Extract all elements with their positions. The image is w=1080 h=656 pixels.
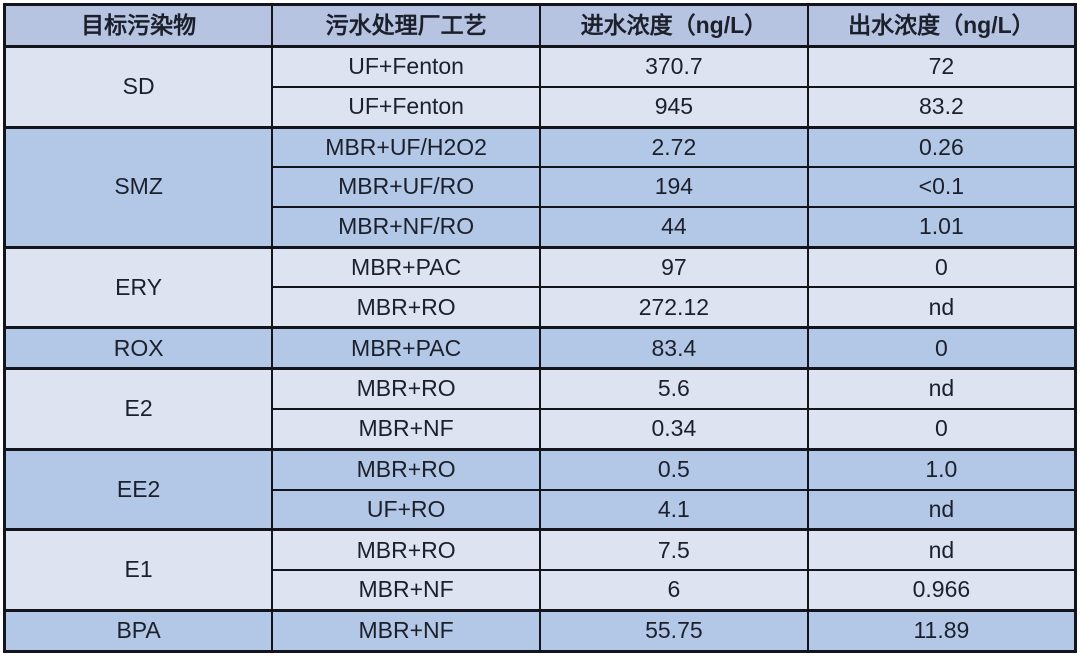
table-row: MBR+RO 272.12 nd	[5, 286, 1077, 329]
influent-cell: 97	[539, 245, 809, 289]
table-row: SMZ MBR+UF/H2O2 2.72 0.26	[3, 125, 1077, 249]
influent-cell: 2.72	[539, 125, 809, 169]
table-row: MBR+NF 0.34 0	[5, 408, 1077, 451]
process-cell: MBR+RO	[271, 528, 541, 572]
influent-cell: 7.5	[539, 528, 809, 572]
process-cell: MBR+PAC	[271, 245, 541, 289]
table-row: UF+Fenton 945 83.2	[5, 85, 1077, 129]
influent-cell: 0.34	[539, 408, 809, 451]
effluent-cell: 11.89	[806, 608, 1077, 653]
pollutant-cell: E1	[3, 528, 274, 612]
table-row: MBR+NF/RO 44 1.01	[5, 205, 1077, 249]
column-header-pollutant: 目标污染物	[3, 3, 274, 48]
effluent-cell: 0	[806, 326, 1077, 370]
table-row: UF+RO 4.1 nd	[5, 488, 1077, 531]
table-row: E1 MBR+RO 7.5 nd	[3, 528, 1077, 612]
influent-cell: 4.1	[539, 488, 809, 531]
process-cell: MBR+NF	[271, 608, 541, 653]
effluent-cell: 0	[806, 245, 1077, 289]
influent-cell: 5.6	[539, 367, 809, 411]
influent-cell: 6	[539, 569, 809, 612]
effluent-cell: nd	[806, 286, 1077, 329]
table-row: SD UF+Fenton 370.7 72	[3, 44, 1077, 129]
effluent-cell: <0.1	[806, 166, 1077, 208]
influent-cell: 194	[539, 166, 809, 208]
table-row: E2 MBR+RO 5.6 nd	[3, 367, 1077, 451]
table-row: ERY MBR+PAC 97 0	[3, 245, 1077, 329]
table-row: EE2 MBR+RO 0.5 1.0	[3, 447, 1077, 531]
process-cell: UF+Fenton	[271, 85, 541, 129]
process-cell: MBR+NF	[271, 408, 541, 451]
effluent-cell: 1.01	[806, 205, 1077, 249]
influent-cell: 370.7	[539, 44, 809, 88]
pollutant-cell: BPA	[3, 608, 274, 653]
column-header-process: 污水处理厂工艺	[271, 3, 541, 48]
process-cell: MBR+RO	[271, 447, 541, 491]
pollutant-cell: ERY	[3, 245, 274, 329]
influent-cell: 44	[539, 205, 809, 249]
influent-cell: 272.12	[539, 286, 809, 329]
pollutant-cell: E2	[3, 367, 274, 451]
table-row: BPA MBR+NF 55.75 11.89	[3, 608, 1077, 653]
column-header-influent: 进水浓度（ng/L）	[539, 3, 809, 48]
column-header-effluent: 出水浓度（ng/L）	[806, 3, 1077, 48]
effluent-cell: nd	[806, 488, 1077, 531]
process-cell: MBR+NF	[271, 569, 541, 612]
pollutant-concentration-table-wrap: 目标污染物 污水处理厂工艺 进水浓度（ng/L） 出水浓度（ng/L） SD UF+Fe…	[3, 3, 1077, 653]
effluent-cell: nd	[806, 367, 1077, 411]
pollutant-cell: EE2	[3, 447, 274, 531]
table-header-row: 目标污染物 污水处理厂工艺 进水浓度（ng/L） 出水浓度（ng/L）	[3, 3, 1077, 48]
process-cell: MBR+UF/RO	[271, 166, 541, 208]
process-cell: MBR+UF/H2O2	[271, 125, 541, 169]
table-row: MBR+UF/RO 194 <0.1	[5, 166, 1077, 208]
process-cell: MBR+RO	[271, 367, 541, 411]
pollutant-concentration-table: 目标污染物 污水处理厂工艺 进水浓度（ng/L） 出水浓度（ng/L） SD UF+Fe…	[3, 3, 1077, 653]
effluent-cell: 0.966	[806, 569, 1077, 612]
process-cell: MBR+NF/RO	[271, 205, 541, 249]
pollutant-cell: ROX	[3, 326, 274, 370]
process-cell: UF+Fenton	[271, 44, 541, 88]
process-cell: MBR+RO	[271, 286, 541, 329]
process-cell: MBR+PAC	[271, 326, 541, 370]
effluent-cell: nd	[806, 528, 1077, 572]
effluent-cell: 0	[806, 408, 1077, 451]
influent-cell: 0.5	[539, 447, 809, 491]
effluent-cell: 72	[806, 44, 1077, 88]
effluent-cell: 83.2	[806, 85, 1077, 129]
influent-cell: 945	[539, 85, 809, 129]
influent-cell: 83.4	[539, 326, 809, 370]
effluent-cell: 1.0	[806, 447, 1077, 491]
table-row: MBR+NF 6 0.966	[5, 569, 1077, 612]
pollutant-cell: SD	[3, 45, 274, 129]
pollutant-cell: SMZ	[3, 125, 274, 249]
effluent-cell: 0.26	[806, 125, 1077, 169]
process-cell: UF+RO	[271, 488, 541, 531]
influent-cell: 55.75	[539, 608, 809, 653]
table-row: ROX MBR+PAC 83.4 0	[3, 326, 1077, 370]
